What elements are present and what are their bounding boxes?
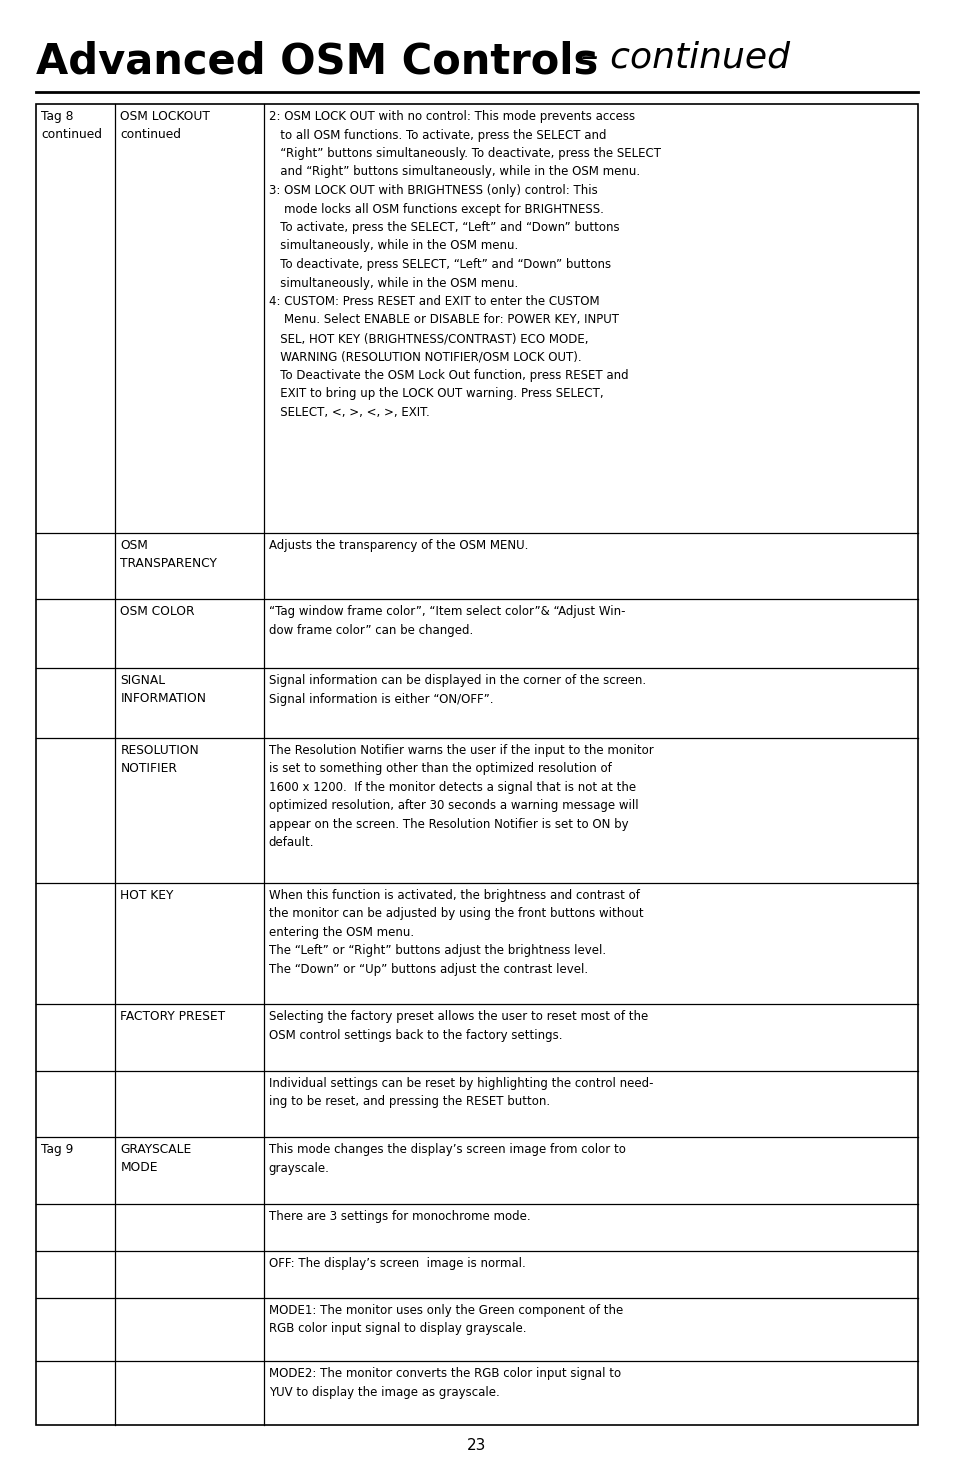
- Text: This mode changes the display’s screen image from color to
grayscale.: This mode changes the display’s screen i…: [269, 1143, 625, 1174]
- Text: HOT KEY: HOT KEY: [120, 889, 173, 901]
- Text: Advanced OSM Controls: Advanced OSM Controls: [36, 40, 598, 83]
- Text: FACTORY PRESET: FACTORY PRESET: [120, 1010, 225, 1024]
- Text: Signal information can be displayed in the corner of the screen.
Signal informat: Signal information can be displayed in t…: [269, 674, 645, 707]
- Text: Tag 9: Tag 9: [41, 1143, 73, 1156]
- Text: There are 3 settings for monochrome mode.: There are 3 settings for monochrome mode…: [269, 1210, 530, 1223]
- Text: Tag 8
continued: Tag 8 continued: [41, 111, 102, 142]
- Text: GRAYSCALE
MODE: GRAYSCALE MODE: [120, 1143, 192, 1174]
- Bar: [36, 105, 917, 1425]
- Text: OFF: The display’s screen  image is normal.: OFF: The display’s screen image is norma…: [269, 1257, 525, 1270]
- Text: Selecting the factory preset allows the user to reset most of the
OSM control se: Selecting the factory preset allows the …: [269, 1010, 647, 1041]
- Text: Adjusts the transparency of the OSM MENU.: Adjusts the transparency of the OSM MENU…: [269, 538, 527, 552]
- Text: OSM LOCKOUT
continued: OSM LOCKOUT continued: [120, 111, 210, 142]
- Text: “Tag window frame color”, “Item select color”& “Adjust Win-
dow frame color” can: “Tag window frame color”, “Item select c…: [269, 605, 624, 637]
- Text: The Resolution Notifier warns the user if the input to the monitor
is set to som: The Resolution Notifier warns the user i…: [269, 743, 653, 850]
- Text: RESOLUTION
NOTIFIER: RESOLUTION NOTIFIER: [120, 743, 199, 774]
- Text: OSM
TRANSPARENCY: OSM TRANSPARENCY: [120, 538, 217, 569]
- Text: SIGNAL
INFORMATION: SIGNAL INFORMATION: [120, 674, 206, 705]
- Text: Individual settings can be reset by highlighting the control need-
ing to be res: Individual settings can be reset by high…: [269, 1077, 653, 1108]
- Text: MODE2: The monitor converts the RGB color input signal to
YUV to display the ima: MODE2: The monitor converts the RGB colo…: [269, 1367, 620, 1398]
- Text: 23: 23: [467, 1438, 486, 1453]
- Text: OSM COLOR: OSM COLOR: [120, 605, 194, 618]
- Text: When this function is activated, the brightness and contrast of
the monitor can : When this function is activated, the bri…: [269, 889, 642, 976]
- Text: – continued: – continued: [568, 40, 789, 74]
- Text: MODE1: The monitor uses only the Green component of the
RGB color input signal t: MODE1: The monitor uses only the Green c…: [269, 1304, 622, 1335]
- Text: 2: OSM LOCK OUT with no control: This mode prevents access
   to all OSM functio: 2: OSM LOCK OUT with no control: This mo…: [269, 111, 659, 419]
